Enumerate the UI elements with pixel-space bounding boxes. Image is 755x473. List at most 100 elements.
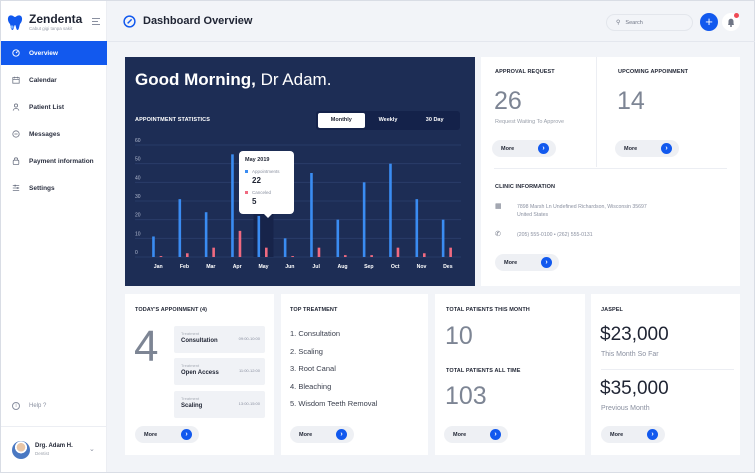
patients-month-value: 10 [445, 322, 473, 350]
patients-more-button[interactable]: More › [444, 426, 508, 443]
appointments-legend-dot [245, 170, 248, 173]
chat-icon [12, 130, 20, 138]
appointment-bar-chart: 0 10 20 30 40 50 60 Jan Feb Mar Apr May Jun Jul Aug Sep… [135, 138, 461, 270]
clinic-phones: ✆ (205) 555-0100 • (262) 555-0131 [495, 231, 593, 239]
tooltip-canceled-value: 5 [252, 197, 257, 206]
brand-tagline: Cabut gigi tanpa sakit [29, 26, 73, 31]
more-label: More [453, 431, 467, 438]
sidebar-item-messages[interactable]: Messages [1, 122, 107, 146]
sidebar: Zendenta Cabut gigi tanpa sakit Overview… [1, 1, 107, 472]
todays-title: TODAY'S APPOINMENT (4) [135, 307, 208, 313]
clinic-more-button[interactable]: More › [495, 254, 559, 271]
tab-monthly[interactable]: Monthly [318, 113, 365, 128]
profile-menu[interactable]: Drg. Adam H. Dentist ⌄ [1, 426, 107, 472]
sidebar-item-patient-list[interactable]: Patient List [1, 95, 107, 119]
bar-canceled [370, 255, 373, 257]
treatment-item: 2. Scaling [290, 346, 323, 356]
y-tick-label: 0 [135, 250, 138, 256]
chevron-down-icon[interactable]: ⌄ [89, 446, 95, 453]
bar-canceled [186, 253, 189, 257]
chevron-right-icon: › [490, 429, 501, 440]
address-line-1: 7898 Marsh Ln Undefined Richardson, Wisc… [517, 204, 647, 210]
appointment-time: 13:00-15:00 [238, 401, 260, 406]
appointment-name: Consultation [181, 338, 218, 344]
x-tick-label: Jan [154, 264, 163, 270]
info-icon: i [12, 402, 20, 410]
bar-appointments [152, 236, 155, 257]
more-label: More [144, 431, 158, 438]
notifications-button[interactable] [722, 13, 740, 31]
greeting-name: Dr Adam. [255, 70, 332, 89]
x-tick-label: Aug [337, 264, 347, 270]
jaspel-more-button[interactable]: More › [601, 426, 665, 443]
sidebar-item-label: Payment information [29, 157, 94, 165]
x-tick-label: Apr [233, 264, 242, 270]
summary-card: APPROVAL REQUEST 26 Request Waiting To A… [481, 57, 740, 286]
bar-appointments [283, 238, 287, 257]
approval-more-button[interactable]: More › [492, 140, 556, 157]
notification-badge [734, 13, 739, 18]
add-button[interactable]: + [700, 13, 718, 31]
appointment-item[interactable]: Treatment Open Access 11:00-12:00 [174, 358, 265, 385]
greeting-salutation: Good Morning, [135, 70, 256, 89]
bar-appointments [389, 163, 392, 257]
more-label: More [504, 259, 518, 266]
upcoming-more-button[interactable]: More › [615, 140, 679, 157]
bar-appointments [415, 199, 419, 257]
help-link[interactable]: i Help ? [12, 402, 46, 410]
x-tick-label: Feb [180, 264, 189, 270]
sidebar-item-label: Overview [29, 49, 58, 57]
chart-tooltip: May 2019 Appointments 22 Canceled 5 [239, 151, 294, 218]
y-tick-label: 40 [135, 175, 141, 181]
tab-weekly[interactable]: Weekly [378, 117, 398, 123]
menu-toggle-icon[interactable] [92, 18, 100, 26]
clinic-title: CLINIC INFORMATION [495, 184, 556, 190]
bar-canceled [317, 247, 321, 257]
x-tick-label: Mar [206, 264, 215, 270]
tab-30-day[interactable]: 30 Day [425, 117, 444, 123]
bell-icon [728, 18, 734, 27]
search-icon: ⚲ [616, 20, 621, 26]
calendar-icon [12, 76, 20, 84]
appointment-type-label: Treatment [181, 331, 200, 336]
brand-name: Zendenta [29, 12, 83, 26]
top-treatment-more-button[interactable]: More › [290, 426, 354, 443]
patients-all-value: 103 [445, 382, 487, 410]
treatment-item: 3. Root Canal [290, 364, 336, 373]
sidebar-item-settings[interactable]: Settings [1, 176, 107, 200]
tooltip-appointments-label: Appointments [252, 169, 280, 174]
sidebar-item-label: Settings [29, 184, 55, 192]
y-tick-label: 60 [135, 138, 141, 144]
treatment-item: 1. Consultation [290, 329, 341, 338]
x-tick-label: Jun [285, 264, 294, 270]
chevron-right-icon: › [336, 429, 347, 440]
upcoming-count: 14 [617, 87, 645, 115]
appointment-item[interactable]: Treatment Scaling 13:00-15:00 [174, 391, 265, 418]
todays-more-button[interactable]: More › [135, 426, 199, 443]
bar-canceled [344, 255, 347, 257]
bar-canceled [238, 230, 242, 257]
sidebar-item-overview[interactable]: Overview [1, 41, 107, 65]
sidebar-item-label: Patient List [29, 103, 65, 111]
header: Dashboard Overview ⚲ Search + [107, 1, 755, 42]
chevron-right-icon: › [647, 429, 658, 440]
search-input[interactable]: ⚲ Search [606, 14, 693, 31]
approval-title: APPROVAL REQUEST [495, 69, 555, 75]
sidebar-item-label: Messages [29, 130, 61, 138]
more-label: More [610, 431, 624, 438]
jaspel-prev-value: $35,000 [600, 378, 669, 399]
jaspel-card: JASPEL $23,000 This Month So Far $35,000… [591, 294, 740, 455]
patients-card: TOTAL PATIENTS THIS MONTH 10 TOTAL PATIE… [435, 294, 585, 455]
bar-appointments [362, 182, 366, 257]
sidebar-item-label: Calendar [29, 76, 57, 84]
appointment-item[interactable]: Treatment Consultation 09:00-10:00 [174, 326, 265, 353]
greeting: Good Morning, Dr Adam. [135, 70, 331, 90]
sidebar-item-calendar[interactable]: Calendar [1, 68, 107, 92]
brand[interactable]: Zendenta Cabut gigi tanpa sakit [7, 13, 82, 32]
sidebar-item-payment-information[interactable]: Payment information [1, 149, 107, 173]
help-label: Help ? [29, 403, 47, 409]
approval-count: 26 [494, 87, 522, 115]
phone-numbers: (205) 555-0100 • (262) 555-0131 [517, 232, 593, 238]
x-tick-label: Nov [417, 264, 427, 270]
